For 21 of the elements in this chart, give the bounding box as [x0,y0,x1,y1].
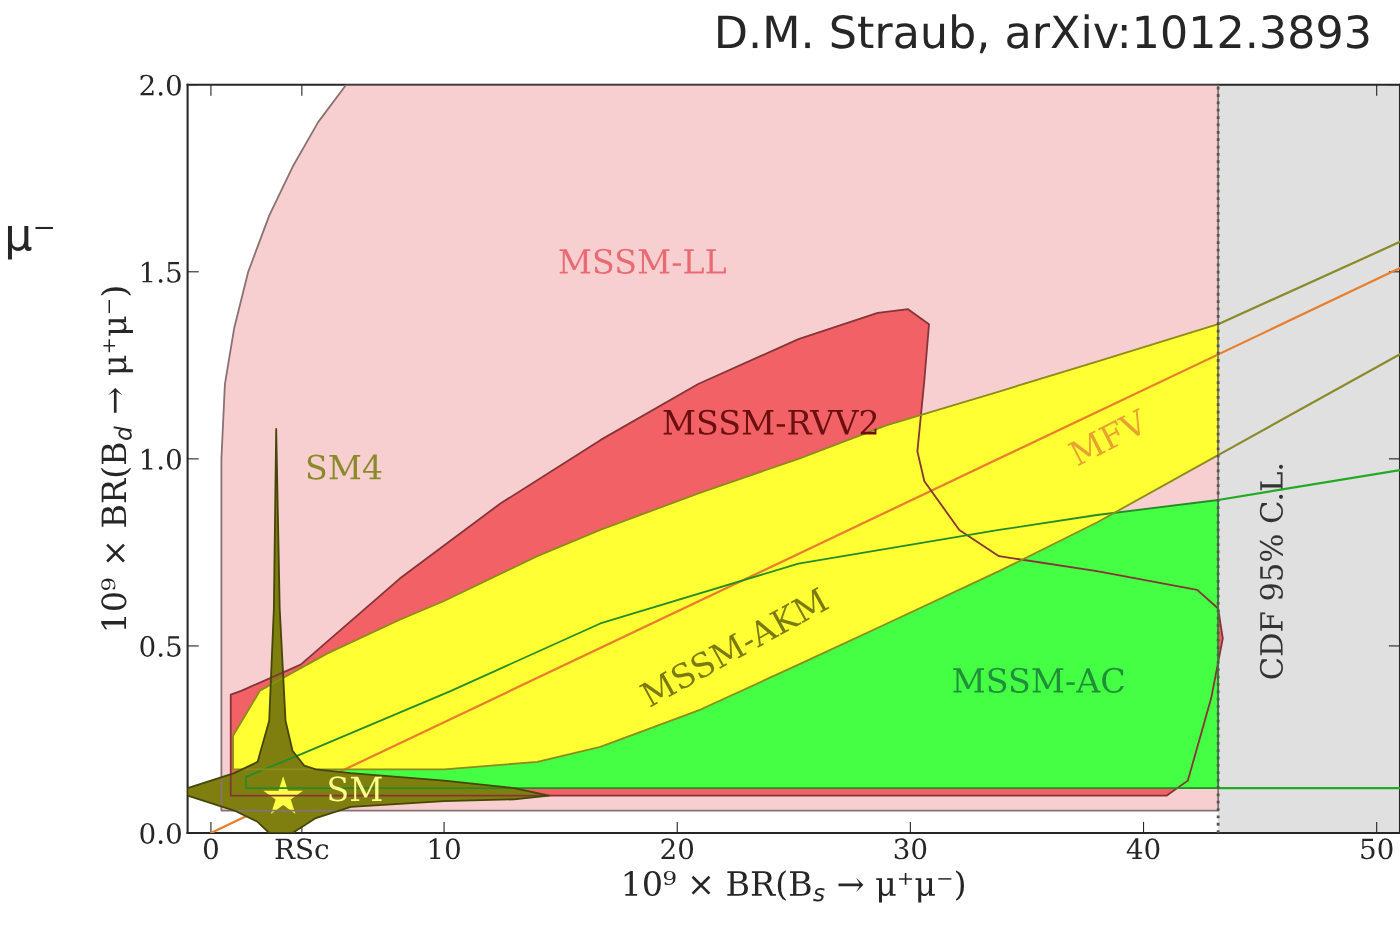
y-tick-label: 0.5 [140,635,181,657]
x-tick-label: 40 [1126,838,1160,860]
x-tick-label: 50 [1361,838,1393,860]
x-axis-title: 10⁹ × BR(B$_{s}$ → μ⁺μ⁻) [624,870,965,903]
y-tick-label: 1.5 [141,261,181,283]
annotation: SM4 [307,454,382,480]
y-axis-title: 10⁹ × BR(B$_{d}$ → μ⁺μ⁻) [100,287,133,630]
annotation: MSSM-RVV2 [663,409,877,435]
y-tick-label: 0.0 [140,822,181,844]
x-tick-label: 10 [429,838,460,860]
band-label: CDF 95% C.L. [1259,464,1283,679]
y-tick-label: 1.0 [141,448,181,470]
text: D.M. Straub, arXiv:1012.3893 [718,14,1369,54]
annotation: MSSM-LL [559,248,726,274]
annotation: MSSM-AC [953,667,1124,694]
x-tick-label: 20 [661,838,694,860]
x-tick-label: 0 [203,838,218,860]
x-tick-label: RSc [275,838,329,860]
y-tick-label: 2.0 [140,74,181,96]
text: μ⁻ [7,225,53,260]
x-tick-label: 30 [894,838,927,860]
